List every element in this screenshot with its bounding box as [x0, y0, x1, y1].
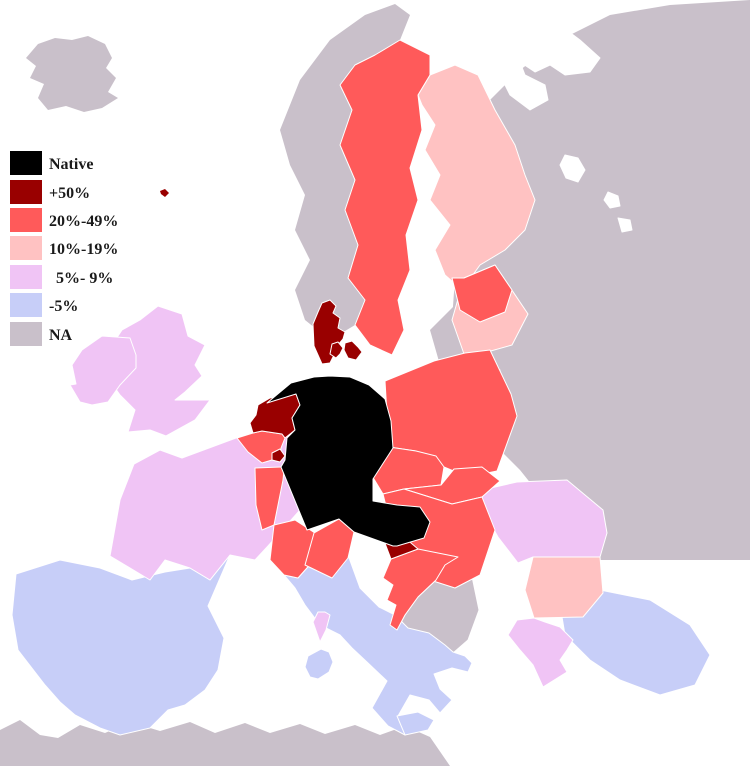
svg-text:10%-19%: 10%-19%: [49, 241, 118, 258]
svg-text:Native: Native: [49, 156, 93, 173]
svg-text:20%-49%: 20%-49%: [49, 213, 118, 230]
svg-text:-5%: -5%: [49, 298, 78, 315]
svg-text:+50%: +50%: [49, 185, 90, 202]
svg-text:5%- 9%: 5%- 9%: [56, 270, 113, 287]
svg-text:NA: NA: [49, 327, 73, 344]
